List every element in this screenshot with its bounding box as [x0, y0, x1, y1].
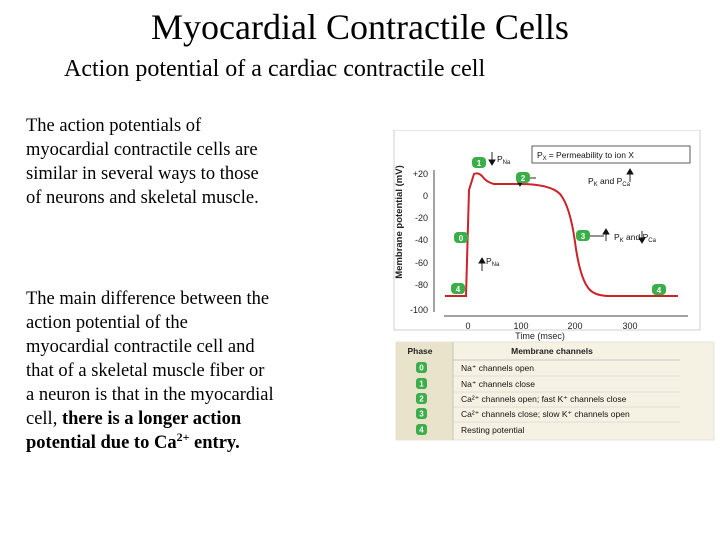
table-phase-number: 1: [419, 380, 424, 389]
table-phase-marker: [416, 424, 427, 435]
phase-marker-label: 3: [581, 232, 586, 241]
phase-marker-2: [516, 172, 530, 183]
phase-marker-4-left: [451, 283, 465, 294]
phase-marker-label: 2: [521, 174, 526, 183]
legend-text: PX = Permeability to ion X: [537, 150, 634, 162]
paragraph-difference: The main difference between the action p…: [26, 287, 356, 455]
table-phase-number: 2: [419, 395, 424, 404]
table-row-text: Ca²⁺ channels open; fast K⁺ channels clo…: [461, 394, 627, 404]
paragraph-line: The action potentials of: [26, 116, 202, 136]
label-pk-pca: PK and PCa: [588, 176, 631, 188]
label-pk-pca-low: PK and PCa: [614, 232, 657, 244]
x-tick: 300: [622, 321, 637, 331]
paragraph-intro: The action potentials of myocardial cont…: [26, 114, 356, 210]
paragraph-line: that of a skeletal muscle fiber or: [26, 361, 265, 381]
paragraph-line: The main difference between the: [26, 289, 270, 309]
table-phase-marker: [416, 408, 427, 419]
label-pna: PNa: [497, 154, 511, 166]
phase-marker-label: 4: [456, 285, 461, 294]
table-row-text: Na⁺ channels open: [461, 363, 534, 373]
phase-marker-4-right: [652, 284, 666, 295]
paragraph-line: myocardial contractile cells are: [26, 140, 258, 160]
label-pna-low: PNa: [486, 256, 500, 268]
phase-marker-1: [472, 157, 486, 168]
paragraph-line: cell, there is a longer action: [26, 407, 356, 431]
table-phase-marker: [416, 362, 427, 373]
arrow-head: [488, 159, 496, 166]
x-tick: 200: [567, 321, 582, 331]
x-tick: 0: [465, 321, 470, 331]
y-tick: -60: [415, 258, 428, 268]
table-phase-number: 3: [419, 410, 424, 419]
phase-table: Phase Membrane channels 0 Na⁺ channels o…: [395, 341, 715, 441]
slide-subtitle: Action potential of a cardiac contractil…: [64, 56, 486, 82]
bold-text: there is a longer action: [61, 409, 242, 429]
superscript: 2+: [176, 429, 190, 444]
arrow-head: [602, 228, 610, 235]
y-ticks: +20 0 -20 -40 -60 -80 -100: [410, 169, 428, 315]
slide-title: Myocardial Contractile Cells: [151, 7, 569, 47]
y-tick: -20: [415, 213, 428, 223]
phase-marker-label: 0: [459, 234, 464, 243]
arrow-head: [626, 168, 634, 175]
bold-text: potential due to Ca: [26, 433, 177, 453]
paragraph-line: action potential of the: [26, 313, 188, 333]
arrow-head: [638, 237, 646, 244]
paragraph-line: myocardial contractile cell and: [26, 337, 255, 357]
paragraph-line: of neurons and skeletal muscle.: [26, 188, 259, 208]
y-tick: -40: [415, 235, 428, 245]
paragraph-line: similar in several ways to those: [26, 164, 259, 184]
arrow-head: [478, 257, 486, 264]
table-row-text: Ca²⁺ channels close; slow K⁺ channels op…: [461, 409, 630, 419]
action-potential-curve: [445, 172, 678, 297]
x-axis-label: Time (msec): [515, 331, 565, 341]
phase-markers: 1 2 0 3 4 4: [451, 157, 666, 295]
table-header-phase: Phase: [407, 346, 432, 356]
table-phase-number: 0: [419, 364, 424, 373]
table-phase-marker: [416, 378, 427, 389]
y-tick: -80: [415, 280, 428, 290]
action-potential-figure: Membrane potential (mV) +20 0 -20 -40 -6…: [393, 130, 715, 441]
table-phase-marker: [416, 393, 427, 404]
annotation-arrows: [478, 152, 646, 271]
phase-column: [396, 342, 453, 440]
y-tick: -100: [410, 305, 428, 315]
phase-marker-0: [454, 232, 468, 243]
table-header-channels: Membrane channels: [511, 346, 593, 356]
line-start: cell,: [26, 409, 62, 429]
paragraph-line: potential due to Ca2+ entry.: [26, 431, 356, 455]
phase-marker-3: [576, 230, 590, 241]
x-tick: 100: [513, 321, 528, 331]
table-row-text: Na⁺ channels close: [461, 379, 535, 389]
bold-text: entry.: [189, 433, 240, 453]
y-axis-label: Membrane potential (mV): [394, 165, 405, 279]
y-tick: 0: [423, 191, 428, 201]
paragraph-line: a neuron is that in the myocardial: [26, 385, 274, 405]
table-row-text: Resting potential: [461, 425, 524, 435]
legend-box: [531, 145, 691, 164]
x-ticks: 0 100 200 300: [465, 321, 637, 331]
table-phase-number: 4: [419, 426, 424, 435]
phase-marker-label: 1: [477, 159, 482, 168]
phase-marker-label: 4: [657, 286, 662, 295]
y-tick: +20: [413, 169, 428, 179]
